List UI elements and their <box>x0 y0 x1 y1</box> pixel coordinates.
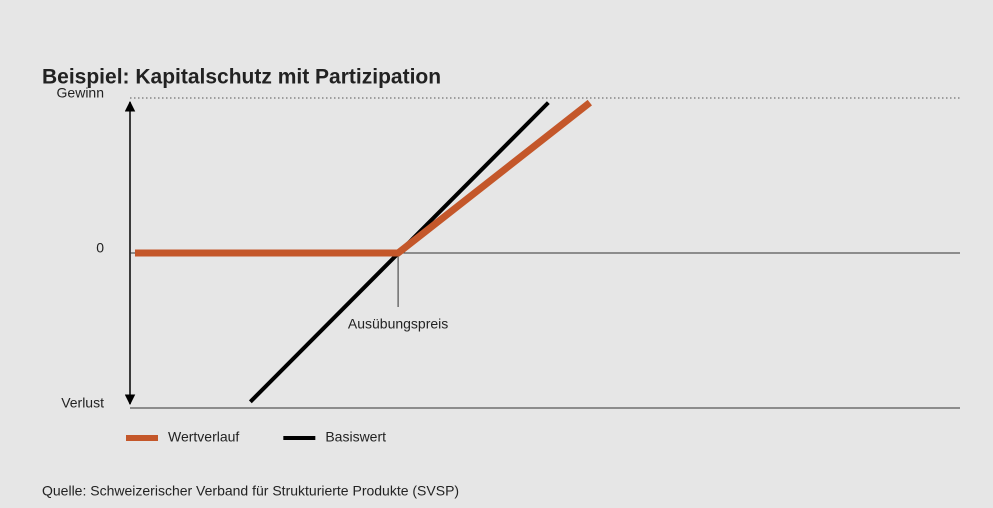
y-tick-label: Gewinn <box>57 85 104 101</box>
line <box>134 99 592 257</box>
legend-label: Basiswert <box>325 429 386 445</box>
y-tick-label: 0 <box>96 240 104 256</box>
annotation: Ausübungspreis <box>348 316 448 332</box>
legend-label: Wertverlauf <box>168 429 239 445</box>
source: Quelle: Schweizerischer Verband für Stru… <box>42 483 459 499</box>
chart-title: Beispiel: Kapitalschutz mit Partizipatio… <box>42 66 441 89</box>
y-tick-label: Verlust <box>61 395 104 411</box>
